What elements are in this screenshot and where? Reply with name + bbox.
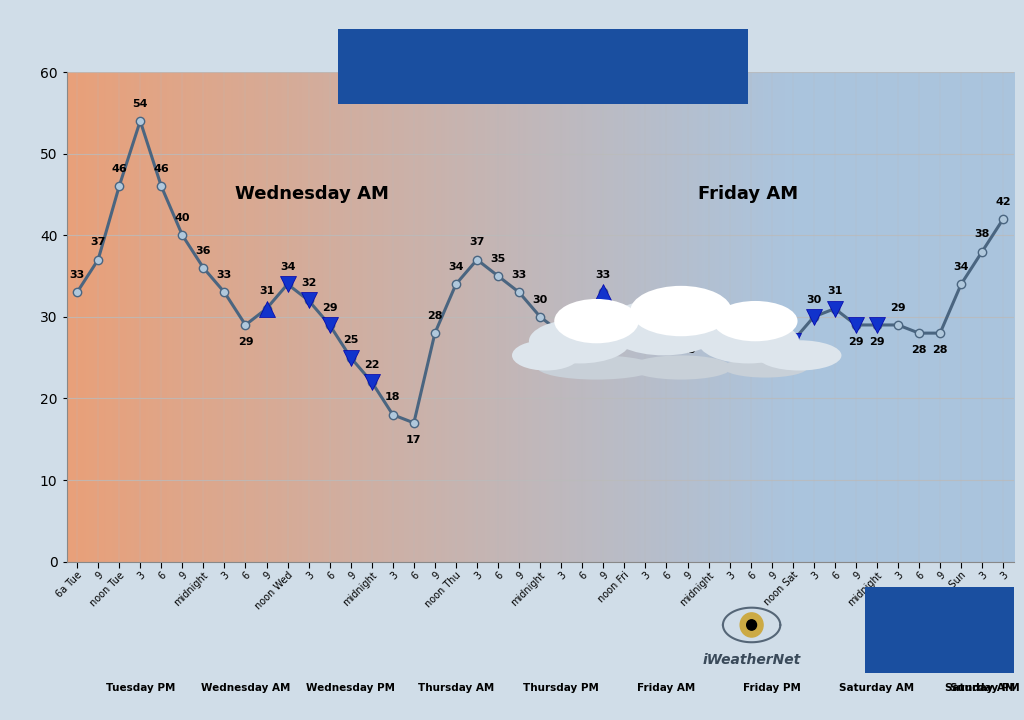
Ellipse shape: [538, 356, 655, 379]
FancyBboxPatch shape: [326, 27, 760, 107]
Text: Dallas/Fort Worth Temperature Trend: Dallas/Fort Worth Temperature Trend: [408, 80, 678, 95]
Text: 18: 18: [385, 392, 400, 402]
Text: 38: 38: [975, 229, 990, 239]
Text: 29: 29: [638, 337, 653, 347]
Text: 37: 37: [469, 238, 484, 248]
Circle shape: [746, 620, 757, 630]
Text: 30: 30: [806, 294, 821, 305]
Ellipse shape: [512, 341, 580, 371]
Text: Friday AM: Friday AM: [637, 683, 695, 693]
Text: 29: 29: [869, 337, 885, 347]
Text: 40: 40: [174, 213, 190, 223]
Text: 17: 17: [407, 435, 422, 445]
Ellipse shape: [631, 356, 731, 379]
Text: 29: 29: [890, 302, 906, 312]
Text: iWeatherNet: iWeatherNet: [702, 652, 801, 667]
Text: Tuesday PM: Tuesday PM: [105, 683, 175, 693]
Text: 54: 54: [132, 99, 148, 109]
Text: 28: 28: [700, 311, 717, 321]
Text: 33: 33: [511, 270, 526, 280]
Text: 29: 29: [848, 337, 863, 347]
Text: Prepared Mon 1/5: Prepared Mon 1/5: [887, 599, 992, 609]
Text: Friday AM: Friday AM: [698, 184, 798, 202]
Text: Wednesday AM: Wednesday AM: [234, 184, 389, 202]
Text: 35: 35: [490, 253, 506, 264]
Text: 34: 34: [449, 262, 464, 272]
Text: Arctic Airmass Moving Toward Texas: Arctic Airmass Moving Toward Texas: [365, 46, 721, 64]
Text: 42: 42: [995, 197, 1011, 207]
Text: Sunday AM: Sunday AM: [949, 683, 1015, 693]
Text: 31: 31: [259, 287, 274, 297]
Text: 29: 29: [238, 337, 253, 347]
Text: 28: 28: [911, 346, 927, 356]
Text: 33: 33: [70, 270, 85, 280]
Text: Friday PM: Friday PM: [742, 683, 801, 693]
Text: 22: 22: [364, 360, 380, 370]
Text: Wednesday AM: Wednesday AM: [201, 683, 290, 693]
Text: 29: 29: [322, 302, 338, 312]
Text: 27: 27: [764, 319, 779, 329]
Text: 34: 34: [953, 262, 969, 272]
Text: 29: 29: [658, 302, 674, 312]
Text: 46: 46: [112, 164, 127, 174]
Ellipse shape: [713, 301, 798, 341]
Text: Robbins
Meteorological
Consulting: Robbins Meteorological Consulting: [904, 614, 975, 649]
Text: 29: 29: [616, 337, 632, 347]
FancyBboxPatch shape: [861, 584, 1018, 676]
Text: 25: 25: [343, 336, 358, 346]
Text: 29: 29: [574, 302, 590, 312]
Circle shape: [740, 613, 763, 637]
Text: 28: 28: [553, 346, 569, 356]
Text: 46: 46: [154, 164, 169, 174]
Text: Saturday AM: Saturday AM: [840, 683, 914, 693]
Text: 31: 31: [827, 287, 843, 297]
Text: 26: 26: [742, 361, 759, 372]
Text: iWeatherNet.com: iWeatherNet.com: [892, 657, 987, 666]
Text: 32: 32: [301, 278, 316, 288]
Text: 34: 34: [280, 262, 295, 272]
Text: 37: 37: [90, 238, 105, 248]
Text: Thursday PM: Thursday PM: [523, 683, 599, 693]
Text: Saturday PM: Saturday PM: [945, 683, 1020, 693]
Ellipse shape: [757, 341, 842, 371]
Ellipse shape: [605, 299, 723, 356]
Text: 28: 28: [680, 346, 695, 356]
Text: 33: 33: [217, 270, 232, 280]
Ellipse shape: [554, 299, 639, 343]
Ellipse shape: [698, 319, 800, 364]
Text: 27: 27: [785, 354, 801, 364]
Text: 27: 27: [722, 319, 737, 329]
Text: 28: 28: [932, 346, 948, 356]
Text: 28: 28: [427, 311, 442, 321]
Ellipse shape: [631, 286, 731, 336]
Ellipse shape: [529, 319, 631, 364]
Text: Thursday AM: Thursday AM: [418, 683, 495, 693]
Text: 36: 36: [196, 246, 211, 256]
Text: Wednesday PM: Wednesday PM: [306, 683, 395, 693]
Text: 30: 30: [532, 294, 548, 305]
Ellipse shape: [723, 357, 808, 377]
Text: 33: 33: [596, 270, 611, 280]
